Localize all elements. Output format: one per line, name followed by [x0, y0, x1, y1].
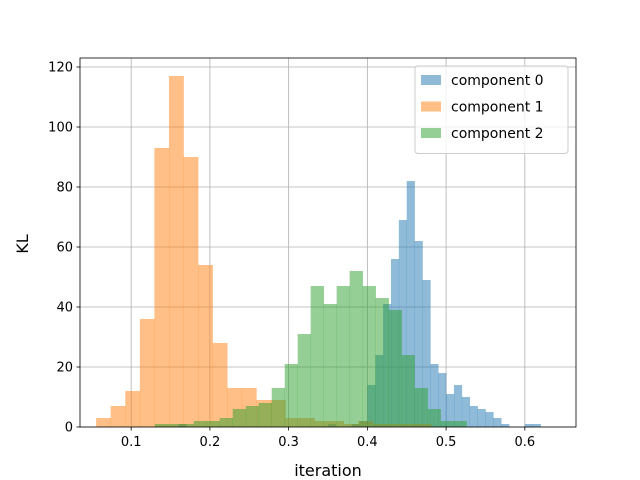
histogram-bar — [440, 421, 454, 427]
histogram-bar — [446, 394, 455, 427]
y-tick-label: 120 — [48, 61, 73, 76]
histogram-bar — [427, 409, 441, 427]
legend-label: component 1 — [451, 100, 544, 116]
y-axis-label: KL — [13, 234, 32, 253]
histogram-bar — [422, 280, 431, 427]
y-tick-label: 60 — [56, 241, 73, 256]
histogram-bar — [219, 418, 234, 427]
histogram-bar — [336, 286, 350, 427]
histogram-bar — [501, 424, 510, 427]
histogram-bar — [414, 241, 423, 427]
histogram-bar — [477, 409, 486, 427]
histogram-bar — [453, 385, 463, 427]
plot-frame — [79, 57, 577, 428]
histogram-bar — [125, 391, 141, 427]
histogram-bar — [154, 424, 169, 427]
x-tick-label: 0.3 — [278, 435, 299, 450]
x-tick-label: 0.5 — [436, 435, 457, 450]
histogram-bar — [485, 412, 494, 427]
x-tick-label: 0.1 — [121, 435, 142, 450]
histogram-bar — [469, 406, 478, 427]
legend-label: component 0 — [451, 73, 544, 89]
x-tick-label: 0.4 — [357, 435, 378, 450]
x-axis-label: iteration — [294, 461, 362, 480]
x-tick-label: 0.6 — [514, 435, 535, 450]
histogram-bar — [406, 181, 415, 427]
histogram-bars — [96, 76, 541, 427]
histogram-bar — [198, 265, 213, 427]
histogram-bar — [245, 406, 260, 427]
histogram-bar — [110, 406, 126, 427]
histogram-bar — [493, 418, 502, 427]
histogram-bar — [96, 418, 112, 427]
histogram-bar — [323, 304, 337, 427]
axis-ticks: 0.1 0.2 0.3 0.4 0.5 0.6 0 20 40 60 80 100 120 — [48, 61, 535, 451]
histogram-bar — [349, 271, 363, 427]
histogram-bar — [284, 364, 298, 427]
legend-swatch — [421, 128, 441, 138]
histogram-bar — [139, 319, 155, 427]
legend-frame — [414, 65, 569, 154]
legend: component 0 component 1 component 2 — [414, 65, 569, 154]
histogram-bar — [180, 424, 195, 427]
y-tick-label: 20 — [56, 361, 73, 376]
histogram-bar — [297, 334, 311, 427]
histogram-bar — [362, 286, 376, 427]
y-tick-label: 40 — [56, 301, 73, 316]
histogram-bar — [271, 388, 285, 427]
histogram-bar — [461, 397, 471, 427]
histogram-bar — [154, 148, 170, 427]
histogram-bar — [414, 388, 428, 427]
series-2-bars — [154, 271, 467, 427]
y-tick-label: 80 — [56, 181, 73, 196]
histogram-bar — [388, 310, 402, 427]
histogram-bar — [453, 421, 467, 427]
histogram-bar — [168, 76, 184, 427]
histogram-bar — [258, 403, 273, 427]
histogram-bar — [430, 364, 439, 427]
legend-swatch — [421, 101, 441, 112]
histogram-bar — [206, 421, 221, 427]
histogram-bar — [310, 286, 324, 427]
histogram-bar — [401, 355, 415, 427]
histogram-bar — [183, 157, 199, 427]
histogram-bar — [524, 424, 533, 427]
histogram-bar — [438, 373, 447, 427]
histogram-bar — [398, 220, 408, 427]
legend-label: component 2 — [451, 126, 544, 142]
histogram-bar — [232, 409, 247, 427]
x-tick-label: 0.2 — [200, 435, 221, 450]
histogram-bar — [375, 298, 389, 427]
histogram-bar — [532, 424, 541, 427]
histogram-bar — [212, 343, 228, 427]
legend-swatch — [421, 75, 441, 85]
histogram-bar — [167, 424, 182, 427]
y-tick-label: 100 — [48, 121, 73, 136]
histogram-bar — [193, 421, 208, 427]
y-tick-label: 0 — [65, 421, 73, 436]
